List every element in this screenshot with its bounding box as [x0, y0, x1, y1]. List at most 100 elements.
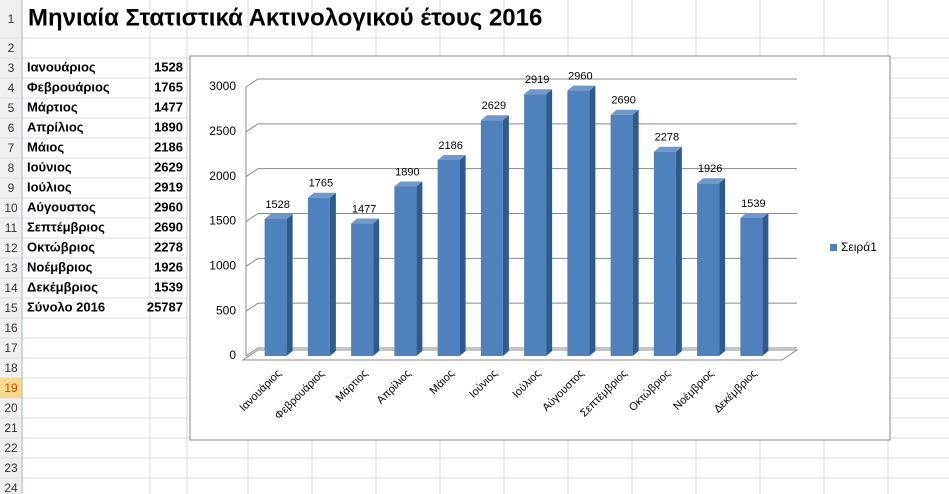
cell-label: Φεβρουάριος [27, 79, 110, 94]
cell-label: Αύγουστος [27, 199, 96, 214]
selected-row-header [0, 378, 22, 398]
bar-side [675, 146, 682, 356]
cell-value: 1477 [154, 99, 183, 114]
cell-value: 1539 [154, 279, 183, 294]
bar-side [502, 115, 509, 357]
bar [351, 223, 374, 356]
bar-top [610, 109, 639, 115]
row-number: 6 [8, 121, 15, 135]
bar-top [437, 154, 466, 160]
cell-label: Μάιος [27, 139, 64, 154]
bar-top [394, 181, 423, 187]
cell-label: Νοέμβριος [27, 259, 93, 274]
y-tick-label: 1000 [209, 259, 236, 273]
y-tick-label: 0 [229, 348, 236, 362]
row-number: 17 [4, 341, 18, 355]
cell-label: Απρίλιος [27, 119, 84, 134]
row-number: 5 [8, 101, 15, 115]
bar-side [719, 178, 726, 356]
row-number: 7 [8, 141, 15, 155]
bar [437, 159, 460, 356]
cell-value: 1926 [154, 259, 183, 274]
bar-top [307, 192, 336, 198]
cell-label: Σεπτέμβριος [27, 219, 105, 234]
cell-value: 2690 [154, 219, 183, 234]
bar-top [567, 85, 596, 91]
row-number: 4 [8, 81, 15, 95]
cell-value: 1765 [154, 79, 183, 94]
cell-value: 2186 [154, 139, 183, 154]
data-label: 2186 [438, 140, 462, 152]
bar-top [524, 89, 553, 95]
bar-top [351, 218, 380, 224]
cell-value: 2629 [154, 159, 183, 174]
row-number: 8 [8, 161, 15, 175]
bar [610, 114, 633, 357]
data-label: 2629 [482, 100, 506, 112]
cells: Μηνιαία Στατιστικά Ακτινολογικού έτους 2… [27, 4, 542, 314]
bar [480, 120, 503, 357]
sheet-title: Μηνιαία Στατιστικά Ακτινολογικού έτους 2… [28, 4, 542, 31]
bar-top [740, 213, 769, 219]
grid-line [245, 78, 797, 88]
data-label: 1477 [352, 203, 376, 215]
cell-value: 2278 [154, 239, 183, 254]
row-number: 15 [4, 301, 18, 315]
bar [740, 218, 763, 356]
row-number: 11 [5, 221, 18, 235]
data-label: 1890 [395, 166, 419, 178]
bar [697, 183, 720, 356]
bar-side [459, 154, 466, 356]
row-number: 21 [4, 421, 18, 435]
data-label: 2919 [525, 74, 549, 86]
data-label: 1765 [309, 178, 333, 190]
cell-value: 2919 [154, 179, 183, 194]
row-number: 18 [4, 361, 18, 375]
bar-top [480, 115, 509, 121]
data-label: 2960 [568, 70, 592, 82]
bar-side [416, 181, 423, 356]
data-label: 2278 [655, 132, 679, 144]
row-number: 22 [4, 441, 18, 455]
data-label: 2690 [611, 95, 635, 107]
bar-top [264, 213, 293, 219]
data-label: 1528 [265, 199, 289, 211]
bar-top [697, 178, 726, 184]
row-number: 20 [4, 401, 18, 415]
row-number: 12 [4, 241, 18, 255]
bar [653, 151, 676, 356]
cell-label: Οκτώβριος [27, 239, 95, 254]
bar-side [632, 109, 639, 357]
cell-value: 25787 [147, 299, 183, 314]
bar [524, 94, 547, 356]
bar-side [589, 85, 596, 356]
row-number: 10 [4, 201, 18, 215]
cell-value: 1528 [154, 59, 183, 74]
cell-label: Ιούνιος [27, 159, 72, 174]
bar [394, 186, 417, 356]
row-header-bg [0, 0, 22, 494]
row-number: 23 [4, 461, 18, 475]
row-number: 24 [4, 481, 18, 494]
row-number: 3 [8, 61, 15, 75]
y-tick-label: 1500 [209, 214, 236, 228]
bar-side [373, 218, 380, 356]
bar [264, 218, 287, 356]
row-number: 14 [4, 281, 18, 295]
cell-label: Σύνολο 2016 [27, 299, 105, 314]
y-tick-label: 2000 [209, 169, 236, 183]
bar-side [546, 89, 553, 356]
cell-label: Ιανουάριος [27, 59, 96, 74]
y-tick-label: 2500 [209, 124, 236, 138]
data-label: 1539 [741, 198, 765, 210]
cell-value: 1890 [154, 119, 183, 134]
chart: 0500100015002000250030001528Ιανουάριος17… [189, 55, 891, 441]
legend-swatch [830, 244, 837, 251]
y-tick-label: 500 [216, 303, 236, 317]
bar [307, 197, 330, 356]
bar-side [286, 213, 293, 356]
row-number: 1 [8, 12, 15, 26]
row-number: 2 [8, 41, 15, 55]
legend-label: Σειρά1 [841, 240, 877, 254]
